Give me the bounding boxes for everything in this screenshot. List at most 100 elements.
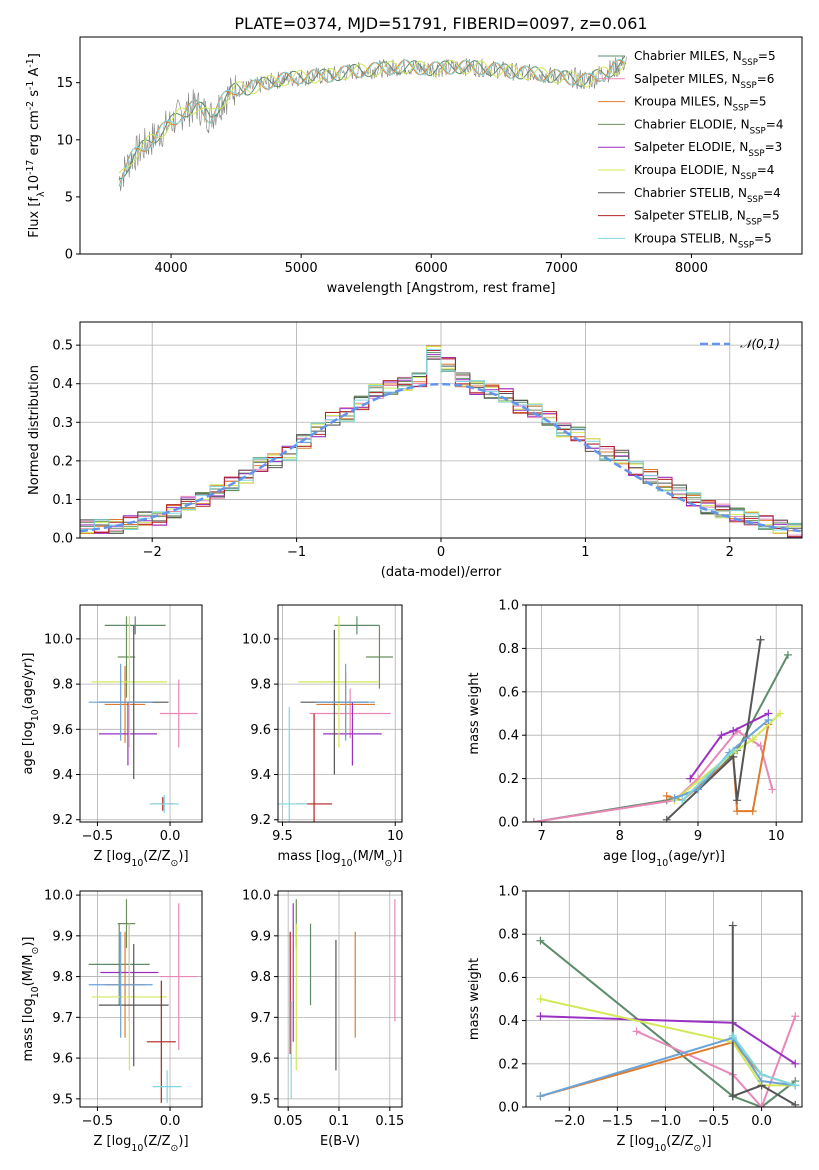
x-tick-label: −2.0 (553, 1114, 585, 1129)
axes-frame (79, 604, 203, 823)
y-tick-label: 0.6 (498, 971, 519, 986)
y-axis-label: mass weight (467, 958, 482, 1040)
observed-spectrum (118, 56, 627, 192)
weight-series (686, 709, 773, 783)
legend-label: Salpeter MILES, NSSP=6 (634, 72, 774, 91)
weight-marker (748, 807, 757, 816)
weight-marker (728, 1092, 737, 1101)
chart-title: PLATE=0374, MJD=51791, FIBERID=0097, z=0… (234, 14, 647, 33)
errorbar-point (309, 688, 391, 739)
weight-marker (756, 635, 765, 644)
model-spectrum (118, 58, 626, 187)
y-axis-label: age [log10(age/yr)] (21, 653, 41, 775)
weight-marker (529, 818, 538, 822)
errorbar-point (117, 899, 136, 949)
weight-line (731, 925, 796, 1106)
legend-label: Chabrier MILES, NSSP=5 (634, 49, 776, 68)
errorbar-point (159, 679, 198, 748)
x-tick-label: −0.5 (698, 1114, 730, 1129)
weight-marker (536, 936, 545, 945)
chart-z-age: −0.5 0.0 9.2 9.4 9.6 9.8 10.0 Z [log10(Z/Z⊙)] ag… (21, 604, 203, 869)
y-tick-label: 9.4 (250, 768, 271, 783)
y-axis-label: mass weight (467, 672, 482, 754)
y-tick-label: 9.8 (52, 678, 73, 693)
y-tick-label: 0 (65, 248, 73, 263)
x-tick-label: −0.5 (82, 829, 114, 844)
y-tick-label: 0.0 (498, 816, 519, 831)
weight-series (536, 1038, 800, 1101)
x-tick-label: 0.0 (751, 1114, 772, 1129)
y-tick-label: 9.6 (250, 723, 271, 738)
weight-marker (748, 735, 757, 744)
x-tick-label: 0.0 (160, 829, 181, 844)
weight-line (673, 712, 781, 802)
weight-marker (632, 1027, 641, 1036)
y-tick-label: 0.6 (498, 685, 519, 700)
y-tick-label: 10.0 (44, 632, 73, 647)
plot-area (88, 616, 198, 813)
y-tick-label: 0.0 (52, 532, 73, 547)
x-axis-label: mass [log10(M/M⊙)] (278, 849, 403, 869)
axes-frame (525, 604, 803, 823)
x-axis-label: Z [log10(Z/Z⊙)] (93, 1134, 188, 1154)
weight-series (728, 1031, 800, 1090)
weight-marker (791, 1012, 800, 1021)
y-tick-label: 0.8 (498, 642, 519, 657)
errorbar-point (323, 702, 382, 766)
legend: Chabrier MILES, NSSP=5 Salpeter MILES, NS… (598, 49, 783, 250)
y-tick-label: 9.7 (52, 1011, 73, 1026)
y-tick-label: 9.6 (250, 1052, 271, 1067)
x-tick-label: 8 (616, 829, 624, 844)
y-tick-label: 0.8 (498, 928, 519, 943)
errorbar-point (316, 663, 375, 741)
plot-area (289, 899, 396, 1099)
x-tick-label: 5000 (285, 261, 318, 276)
weight-marker (776, 709, 785, 718)
weight-marker (756, 742, 765, 751)
y-tick-label: 0.1 (52, 493, 73, 508)
x-tick-label: 0.05 (274, 1114, 303, 1129)
legend-label: Chabrier STELIB, NSSP=4 (634, 186, 781, 205)
weight-marker (757, 1103, 766, 1107)
errorbar-point (98, 943, 169, 1067)
y-tick-label: 0.4 (52, 377, 73, 392)
weight-marker (791, 1081, 800, 1090)
y-tick-label: 9.5 (250, 1092, 271, 1107)
x-axis-label: (data-model)/error (381, 565, 502, 580)
plot-area (80, 345, 802, 538)
legend-label: Salpeter ELODIE, NSSP=3 (634, 140, 782, 159)
plot-area (118, 55, 627, 192)
y-tick-label: 10.0 (242, 632, 271, 647)
errorbar-point (152, 1070, 182, 1103)
axes-frame (277, 890, 403, 1108)
y-tick-label: 9.8 (52, 970, 73, 985)
y-axis-label: Normed distribution (27, 365, 42, 495)
weight-series (678, 746, 738, 805)
weight-marker (768, 785, 777, 794)
weight-marker (733, 796, 742, 805)
plot-area (88, 899, 198, 1103)
y-tick-label: 9.2 (250, 813, 271, 828)
y-tick-label: 15 (56, 76, 73, 91)
plot-area (536, 921, 800, 1107)
y-tick-label: 9.6 (52, 1052, 73, 1067)
weight-marker (686, 774, 695, 783)
weight-line (666, 639, 762, 821)
chart-age-weight: 7 8 9 10 0.0 0.2 0.4 0.6 0.8 1.0 age [log10(age/yr… (467, 599, 803, 869)
chart-z-mass: −0.5 0.0 9.5 9.6 9.7 9.8 9.9 10.0 Z [log10(Z/Z⊙)… (21, 889, 203, 1154)
y-tick-label: 0.4 (498, 729, 519, 744)
histogram-step (80, 349, 802, 531)
y-tick-label: 0.3 (52, 416, 73, 431)
x-tick-label: 1 (581, 545, 589, 560)
weight-marker (729, 746, 738, 755)
y-tick-label: 9.7 (250, 1011, 271, 1026)
y-tick-label: 9.8 (250, 678, 271, 693)
x-tick-label: 10 (768, 829, 785, 844)
weight-line (540, 1036, 796, 1098)
errorbar-point (91, 923, 168, 1071)
weight-marker (536, 995, 545, 1003)
weight-marker (694, 785, 703, 794)
chart-ebv-mass: 0.05 0.1 0.15 9.5 9.6 9.7 9.8 9.9 10.0 E(B-V) (242, 889, 404, 1149)
x-tick-label: 9.5 (272, 829, 293, 844)
